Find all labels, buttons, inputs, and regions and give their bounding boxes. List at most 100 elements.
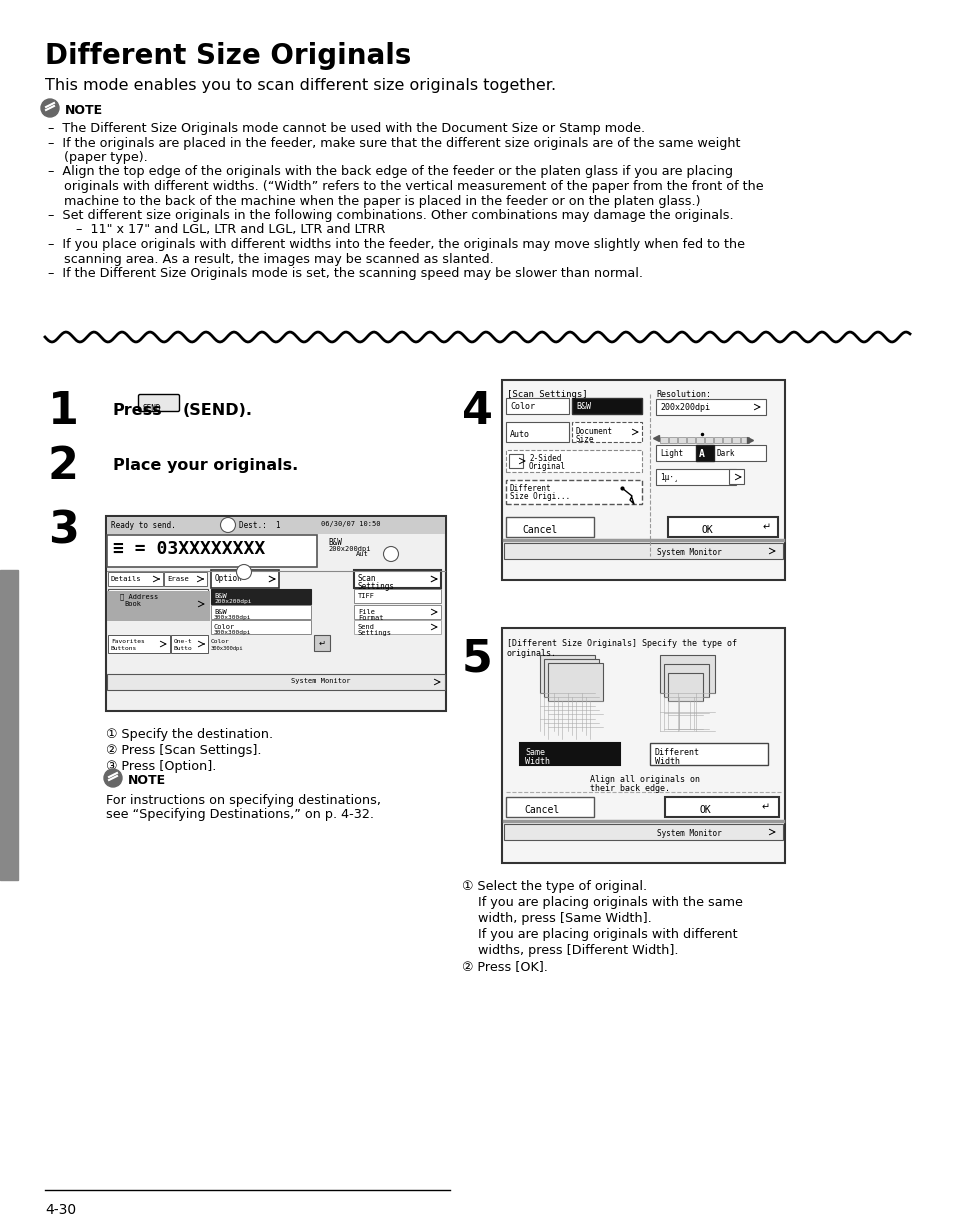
Text: Size Origi...: Size Origi... [510,492,570,501]
Text: B&W: B&W [576,402,590,411]
Bar [354,571,440,588]
Text: Scan: Scan [357,574,376,583]
Text: OK: OK [700,805,711,815]
Text: 1µ·¸: 1µ·¸ [659,472,678,482]
Text: ≡ = 03XXXXXXXX: ≡ = 03XXXXXXXX [112,540,265,558]
Text: If you are placing originals with the same: If you are placing originals with the sa… [461,896,742,909]
Text: NOTE: NOTE [65,104,103,117]
Text: For instructions on specifying destinations,: For instructions on specifying destinati… [106,794,380,807]
Text: Align all originals on: Align all originals on [589,775,700,784]
Bar [543,659,598,697]
Text: 200x200dpi: 200x200dpi [659,402,709,412]
Text: Light: Light [659,449,682,458]
Text: Settings: Settings [357,629,392,636]
Bar [164,572,207,587]
Bar [505,798,594,817]
Text: Color: Color [211,639,230,644]
Text: 5: 5 [461,638,493,681]
Text: Cancel: Cancel [521,525,557,535]
Text: B&W: B&W [328,537,341,547]
Text: ① Select the type of original.: ① Select the type of original. [461,880,646,893]
Bar [107,517,444,534]
Text: Settings: Settings [357,582,395,591]
Text: Butto: Butto [173,645,193,652]
Bar [503,544,782,560]
Text: Place your originals.: Place your originals. [112,458,298,472]
Bar [505,517,594,537]
Bar [211,620,311,634]
Text: Ready to send.: Ready to send. [111,521,175,530]
Text: Aut: Aut [355,551,369,557]
Text: File: File [357,609,375,615]
Text: Details: Details [111,575,141,582]
Text: TIFF: TIFF [357,593,375,599]
Text: –  Align the top edge of the originals with the back edge of the feeder or the p: – Align the top edge of the originals wi… [48,166,732,178]
Bar [547,663,602,701]
Bar [664,798,779,817]
Text: Buttons: Buttons [111,645,137,652]
Text: ↵: ↵ [761,802,769,812]
Text: 2: 2 [388,551,393,560]
Text: Same: Same [524,748,544,757]
Text: ② Press [Scan Settings].: ② Press [Scan Settings]. [106,744,261,757]
Text: Document: Document [576,427,613,436]
Text: ① Specify the destination.: ① Specify the destination. [106,728,273,741]
Bar [728,469,743,483]
Text: (paper type).: (paper type). [48,151,148,164]
Bar [501,380,784,580]
Bar [0,571,18,880]
Text: 2: 2 [48,445,79,488]
Bar [211,605,311,618]
Text: ④ Address: ④ Address [120,593,158,600]
Bar [354,605,440,618]
Text: 200x200dpi: 200x200dpi [328,546,370,552]
Bar [354,620,440,634]
Bar [509,454,522,467]
Text: Book: Book [124,601,141,607]
Text: 3: 3 [241,569,246,578]
Text: 4-30: 4-30 [45,1202,76,1217]
Bar [696,445,713,461]
Text: ↵: ↵ [318,638,325,648]
Text: machine to the back of the machine when the paper is placed in the feeder or on : machine to the back of the machine when … [48,195,700,207]
Text: SEND: SEND [143,404,161,413]
Text: Sending Documents: Sending Documents [4,672,14,778]
Text: originals.: originals. [506,649,557,658]
Bar [505,480,641,504]
Text: Different Size Originals: Different Size Originals [45,42,411,70]
Bar [211,571,278,588]
Text: Press: Press [112,402,162,418]
Text: width, press [Same Width].: width, press [Same Width]. [461,912,651,925]
Bar [713,437,721,443]
Circle shape [104,769,122,787]
Text: 2-Sided: 2-Sided [529,454,560,463]
Text: Format: Format [357,615,383,621]
Text: –  If you place originals with different widths into the feeder, the originals m: – If you place originals with different … [48,238,744,252]
Bar [108,589,208,618]
Text: widths, press [Different Width].: widths, press [Different Width]. [461,944,678,957]
Text: 300x300dpi: 300x300dpi [213,615,252,620]
Text: 06/30/07 10:50: 06/30/07 10:50 [320,521,380,528]
Bar [649,744,767,764]
Text: ③ Press [Option].: ③ Press [Option]. [106,760,216,773]
Text: B&W: B&W [213,593,227,599]
Text: System Monitor: System Monitor [657,548,721,557]
Text: Different: Different [655,748,700,757]
Bar [668,437,677,443]
Bar [656,445,765,461]
Text: A: A [699,449,704,459]
Text: NOTE: NOTE [128,774,166,787]
Text: Color: Color [510,402,535,411]
Text: B&W: B&W [213,609,227,615]
Bar [667,517,778,537]
Bar [354,589,440,602]
Text: Option: Option [214,574,242,583]
Text: Dest.:  1: Dest.: 1 [239,521,280,530]
Text: their back edge.: their back edge. [589,784,669,793]
Text: –  If the Different Size Originals mode is set, the scanning speed may be slower: – If the Different Size Originals mode i… [48,267,642,280]
Text: –  The Different Size Originals mode cannot be used with the Document Size or St: – The Different Size Originals mode cann… [48,121,644,135]
Bar [686,437,695,443]
Text: Size: Size [576,436,594,444]
Bar [503,825,782,840]
Bar [722,437,730,443]
